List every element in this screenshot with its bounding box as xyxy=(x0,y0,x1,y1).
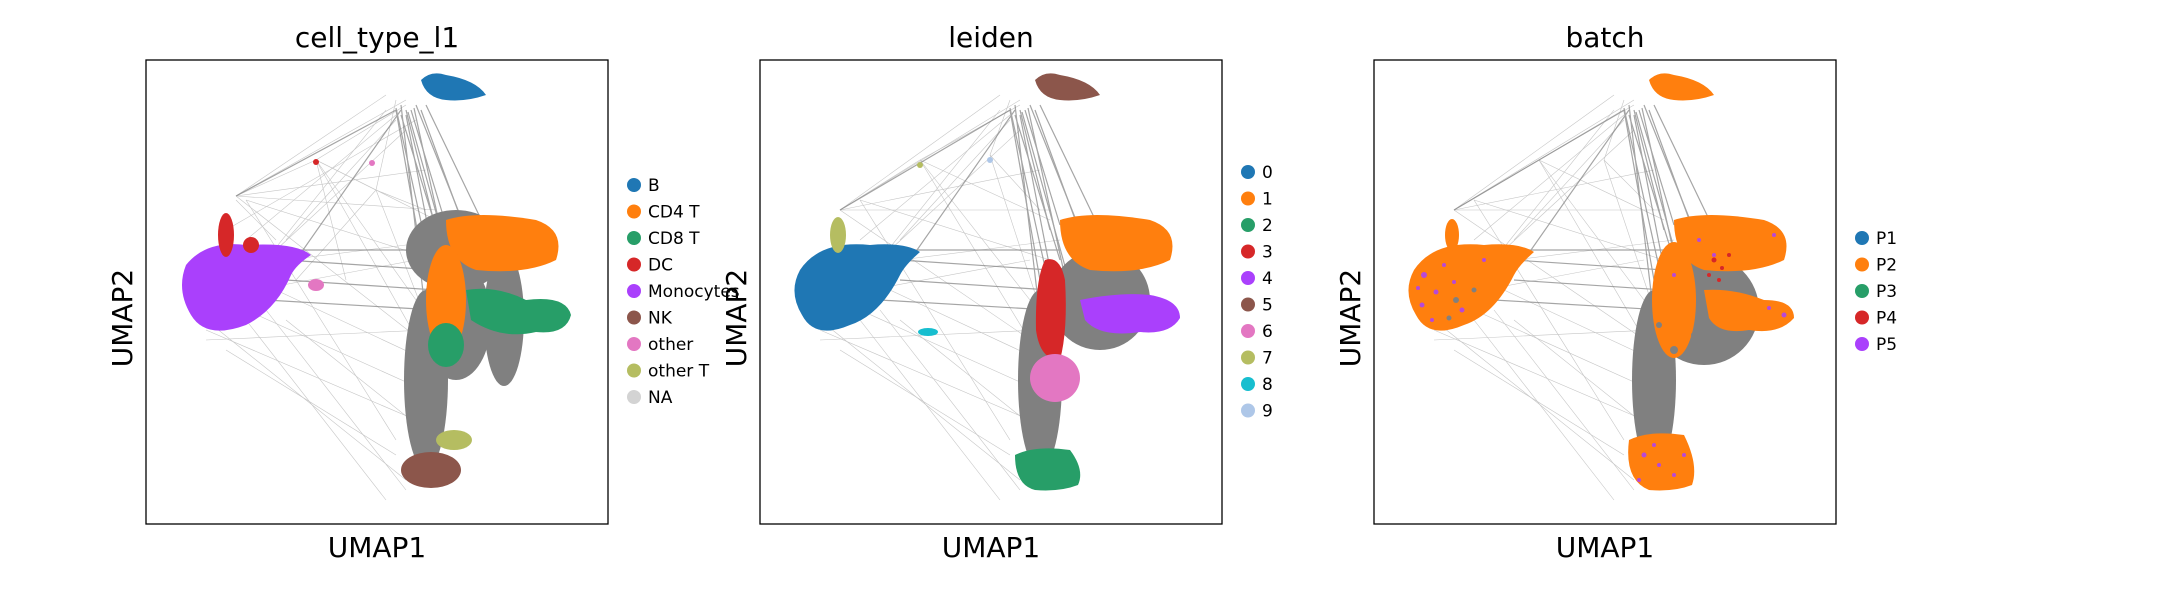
legend-label: P3 xyxy=(1876,282,1897,302)
legend-label: Monocytes xyxy=(648,282,740,302)
legend-swatch xyxy=(627,231,641,245)
legend-swatch xyxy=(1855,257,1869,272)
legend-swatch xyxy=(1241,324,1255,338)
plot-area xyxy=(145,59,609,525)
legend-entry: 4 xyxy=(1241,269,1273,289)
legend-swatch xyxy=(627,310,641,325)
legend-entry: DC xyxy=(627,256,673,276)
legend-label: 9 xyxy=(1262,402,1273,422)
x-axis-label: UMAP1 xyxy=(1556,531,1655,564)
legend-label: DC xyxy=(648,256,673,276)
legend-entry: NA xyxy=(627,388,673,408)
legend-entry: CD4 T xyxy=(627,203,700,223)
legend-label: NA xyxy=(648,388,673,408)
legend-swatch xyxy=(1855,284,1869,298)
legend-entry: NK xyxy=(627,309,673,329)
legend-swatch xyxy=(627,337,641,351)
legend-swatch xyxy=(1855,337,1869,351)
y-axis-label: UMAP2 xyxy=(1334,269,1367,368)
legend-swatch xyxy=(627,363,641,378)
cell-clusters xyxy=(1408,73,1794,491)
legend-label: other xyxy=(648,335,693,355)
panel-leiden: leiden UMAP1 UMAP2 xyxy=(720,21,1273,564)
legend-entry: 6 xyxy=(1241,322,1273,342)
legend-entry: P1 xyxy=(1855,229,1897,249)
legend-entry: 3 xyxy=(1241,243,1273,263)
legend-swatch xyxy=(1241,271,1255,285)
legend: P1 P2 P3 P4 P5 xyxy=(1855,229,1897,355)
legend-entry: 8 xyxy=(1241,375,1273,395)
legend-entry: other T xyxy=(627,362,710,382)
legend-swatch xyxy=(1241,377,1255,391)
legend-entry: 5 xyxy=(1241,296,1273,316)
panel-cell-type: cell_type_l1 UMAP1 UMAP2 xyxy=(106,21,740,564)
legend-label: P5 xyxy=(1876,335,1897,355)
legend-entry: CD8 T xyxy=(627,229,700,249)
legend-entry: P5 xyxy=(1855,335,1897,355)
legend-label: other T xyxy=(648,362,710,382)
legend-entry: 2 xyxy=(1241,216,1273,236)
legend-swatch xyxy=(1855,310,1869,325)
legend-entry: 7 xyxy=(1241,349,1273,369)
legend: 0 1 2 3 4 5 6 7 8 9 xyxy=(1241,163,1273,422)
legend-label: 1 xyxy=(1262,190,1273,210)
legend-label: 4 xyxy=(1262,269,1273,289)
legend-entry: Monocytes xyxy=(627,282,740,302)
legend-swatch xyxy=(1855,231,1869,245)
plot-area xyxy=(1373,59,1837,525)
legend-swatch xyxy=(627,284,641,298)
legend-label: P4 xyxy=(1876,309,1897,329)
cell-clusters xyxy=(182,73,571,488)
legend-entry: B xyxy=(627,176,660,196)
legend-label: 3 xyxy=(1262,243,1273,263)
legend-label: 8 xyxy=(1262,375,1273,395)
y-axis-label: UMAP2 xyxy=(106,269,139,368)
panel-title: cell_type_l1 xyxy=(295,21,459,54)
panel-title: leiden xyxy=(948,21,1034,54)
legend-label: P1 xyxy=(1876,229,1897,249)
legend-swatch xyxy=(1241,350,1255,365)
legend-entry: 0 xyxy=(1241,163,1273,183)
plot-frame xyxy=(759,59,1223,525)
legend-swatch xyxy=(627,390,641,404)
legend-entry: 1 xyxy=(1241,190,1273,210)
legend-label: 2 xyxy=(1262,216,1273,236)
plot-area xyxy=(759,59,1223,525)
legend-swatch xyxy=(627,257,641,272)
legend-label: 5 xyxy=(1262,296,1273,316)
legend-entry: P2 xyxy=(1855,256,1897,276)
legend-swatch xyxy=(1241,297,1255,312)
legend-label: 6 xyxy=(1262,322,1273,342)
legend-swatch xyxy=(627,204,641,219)
legend-label: 7 xyxy=(1262,349,1273,369)
legend: B CD4 T CD8 T DC Monocytes NK other othe… xyxy=(627,176,740,408)
legend-swatch xyxy=(627,178,641,192)
legend-entry: 9 xyxy=(1241,402,1273,422)
legend-entry: P4 xyxy=(1855,309,1897,329)
x-axis-label: UMAP1 xyxy=(942,531,1041,564)
legend-label: B xyxy=(648,176,660,196)
legend-swatch xyxy=(1241,191,1255,206)
legend-label: 0 xyxy=(1262,163,1273,183)
x-axis-label: UMAP1 xyxy=(328,531,427,564)
legend-entry: P3 xyxy=(1855,282,1897,302)
plot-frame xyxy=(1373,59,1837,525)
legend-swatch xyxy=(1241,403,1255,418)
legend-label: CD8 T xyxy=(648,229,700,249)
legend-swatch xyxy=(1241,218,1255,232)
legend-swatch xyxy=(1241,244,1255,259)
cell-clusters xyxy=(794,73,1180,491)
legend-label: NK xyxy=(648,309,673,329)
legend-label: CD4 T xyxy=(648,203,700,223)
panel-batch: batch UMAP1 UMAP2 xyxy=(1334,21,1897,564)
panel-title: batch xyxy=(1565,21,1644,54)
legend-label: P2 xyxy=(1876,256,1897,276)
legend-entry: other xyxy=(627,335,693,355)
y-axis-label: UMAP2 xyxy=(720,269,753,368)
legend-swatch xyxy=(1241,165,1255,179)
plot-frame xyxy=(145,59,609,525)
